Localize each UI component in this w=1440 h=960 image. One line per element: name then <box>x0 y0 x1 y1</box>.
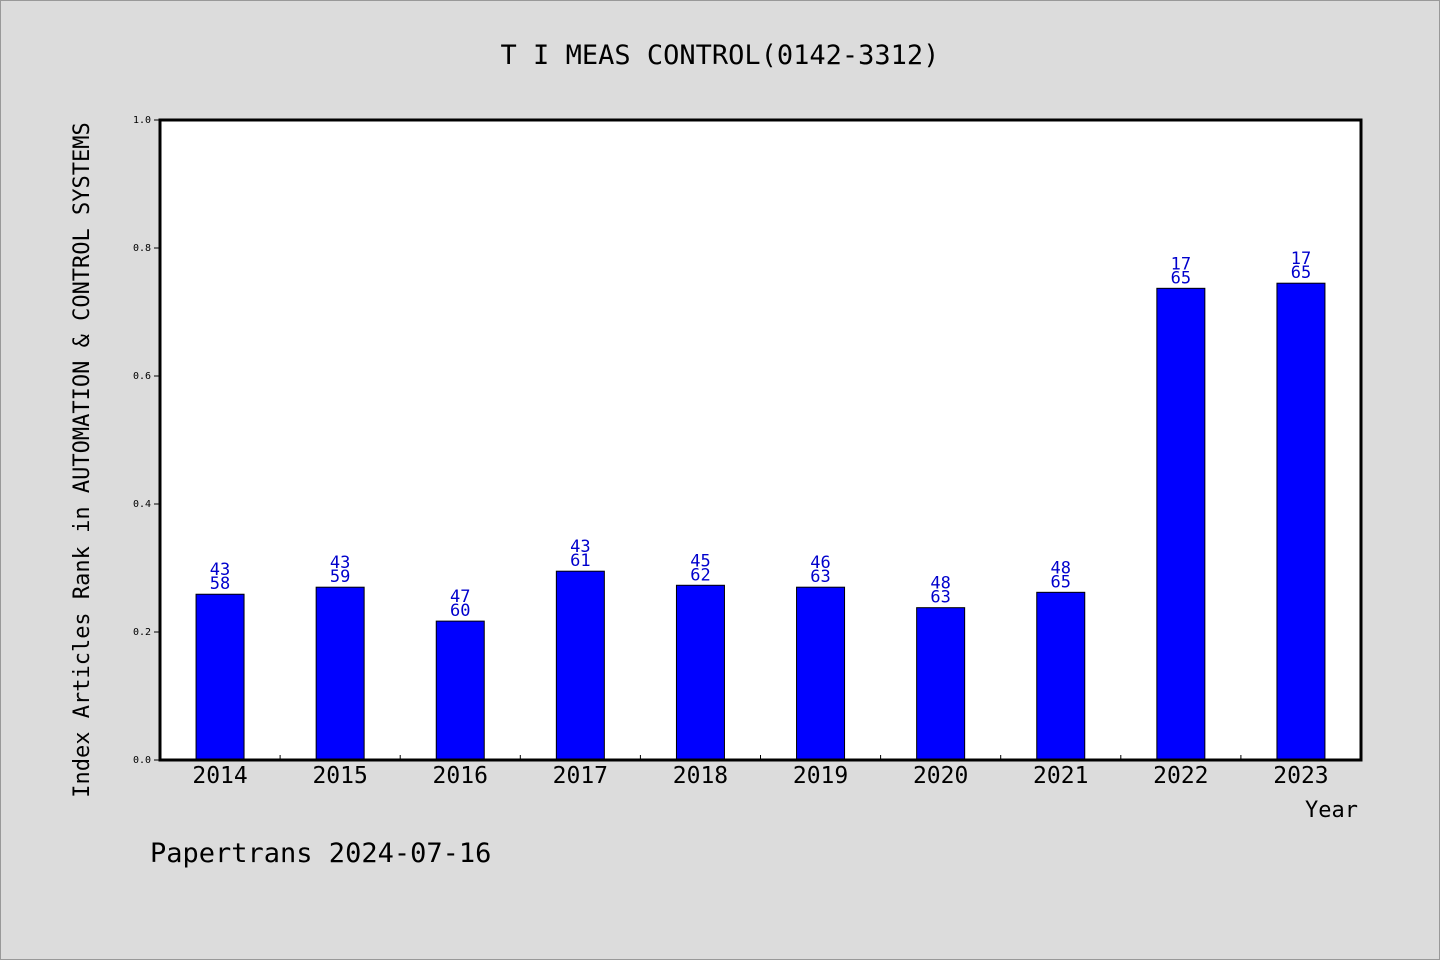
bars-layer <box>195 282 1326 761</box>
bar-2020 <box>916 607 966 761</box>
data-label-top: 45 <box>690 551 710 571</box>
x-axis-label: Year <box>1305 798 1358 823</box>
bar-2017 <box>555 570 605 761</box>
x-tick-label: 2015 <box>312 763 367 789</box>
data-label-bottom: 65 <box>1291 263 1311 283</box>
data-label-top: 46 <box>810 553 830 573</box>
x-tick-label: 2019 <box>793 763 848 789</box>
bar-2015 <box>315 586 365 761</box>
x-tick-label: 2020 <box>913 763 968 789</box>
x-tick-label: 2016 <box>433 763 488 789</box>
bar-2019 <box>796 586 846 761</box>
data-label-top: 17 <box>1171 254 1191 274</box>
data-label-bottom: 61 <box>570 551 590 571</box>
data-label-top: 43 <box>330 553 350 573</box>
y-tick-label: 0.8 <box>133 243 151 254</box>
y-tick-label: 0.6 <box>133 371 151 382</box>
data-label-bottom: 65 <box>1171 268 1191 288</box>
x-tick-label: 2017 <box>553 763 608 789</box>
data-label-top: 48 <box>930 574 950 594</box>
data-label-top: 43 <box>570 537 590 557</box>
bar-2018 <box>675 584 725 761</box>
y-tick-label: 0.0 <box>133 755 151 766</box>
y-tick-label: 0.2 <box>133 627 151 638</box>
footer-credit: Papertrans 2024-07-16 <box>150 838 491 869</box>
data-label-top: 48 <box>1051 558 1071 578</box>
data-label-bottom: 59 <box>330 567 350 587</box>
data-label-top: 17 <box>1291 249 1311 269</box>
chart-title: T I MEAS CONTROL(0142-3312) <box>501 40 940 71</box>
data-label-bottom: 60 <box>450 601 470 621</box>
bar-2022 <box>1156 287 1206 761</box>
x-tick-label: 2021 <box>1033 763 1088 789</box>
x-tick-label: 2023 <box>1273 763 1328 789</box>
bar-2016 <box>435 620 485 761</box>
y-axis-label: Index Articles Rank in AUTOMATION & CONT… <box>70 122 95 798</box>
data-label-bottom: 62 <box>690 565 710 585</box>
x-tick-label: 2022 <box>1153 763 1208 789</box>
x-axis: 2014 2015 2016 2017 2018 2019 2020 2021 2022 2023 <box>192 755 1329 789</box>
data-label-bottom: 63 <box>930 588 950 608</box>
plot-frame <box>158 118 1363 762</box>
data-label-bottom: 65 <box>1051 572 1071 592</box>
bar-2021 <box>1036 591 1086 761</box>
bar-2014 <box>195 593 245 761</box>
data-label-top: 47 <box>450 587 470 607</box>
y-tick-label: 0.4 <box>133 499 151 510</box>
data-label-top: 43 <box>210 560 230 580</box>
data-label-bottom: 63 <box>810 567 830 587</box>
y-tick-label: 1.0 <box>133 115 151 126</box>
bar-2023 <box>1276 282 1326 761</box>
x-tick-label: 2018 <box>673 763 728 789</box>
x-tick-label: 2014 <box>192 763 247 789</box>
data-label-bottom: 58 <box>210 574 230 594</box>
